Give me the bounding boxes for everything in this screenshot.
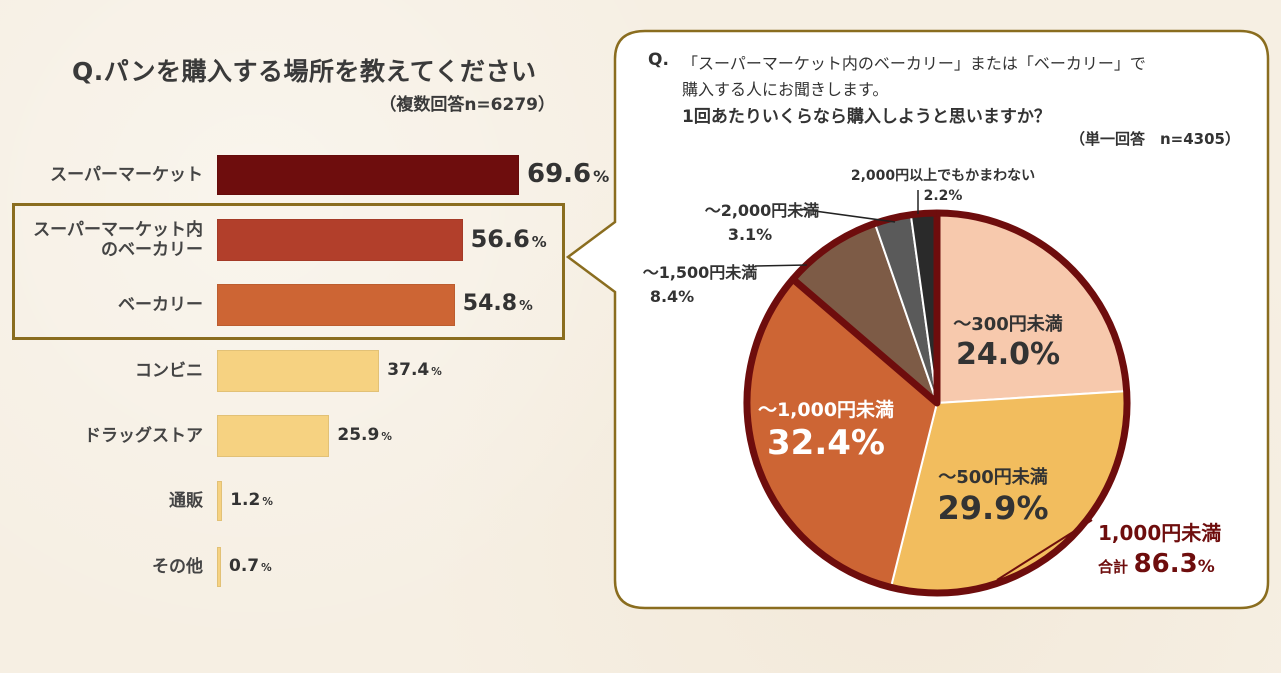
bar-0 [217, 155, 519, 195]
bar-value-0: 69.6% [527, 159, 609, 189]
pie-label-0: 〜300円未満 [953, 313, 1063, 335]
bar-label-6: その他 [152, 557, 203, 577]
pie-label-5: 2,000円以上でもかまわない [851, 168, 1035, 184]
pie-slice-4 [873, 213, 938, 404]
bar-value-5: 1.2% [230, 490, 273, 510]
bar-label-4: ドラッグストア [84, 426, 203, 446]
bar-label-line: スーパーマーケット内 [33, 220, 203, 240]
bar-3 [217, 350, 380, 392]
total-prefix: 合計 [1098, 558, 1129, 576]
pie-value-2: 32.4% [767, 423, 885, 463]
bar-value-3: 37.4% [387, 360, 442, 380]
bar-label-5: 通販 [169, 491, 203, 511]
pie-leader-4 [799, 208, 896, 223]
bar-6 [217, 547, 221, 587]
bar-value-number: 37.4 [387, 360, 430, 381]
bar-1 [217, 219, 463, 261]
question-line1: 「スーパーマーケット内のベーカリー」または「ベーカリー」で [682, 54, 1146, 73]
bar-value-2: 54.8% [463, 291, 533, 316]
total-value: 86.3 [1133, 549, 1198, 579]
pie-value-5: 2.2% [924, 188, 963, 204]
bar-5 [217, 481, 223, 521]
bar-value-percent: % [519, 298, 533, 315]
bar-label-line: のベーカリー [101, 240, 203, 260]
bar-value-percent: % [262, 496, 273, 509]
bakery-highlight-box [12, 203, 565, 340]
bar-label-line: ドラッグストア [84, 426, 203, 446]
bar-value-percent: % [261, 562, 272, 575]
total-line: 合計 86.3% [1098, 549, 1215, 579]
bar-label-1: スーパーマーケット内 のベーカリー [33, 220, 203, 260]
pie-value-1: 29.9% [937, 489, 1048, 527]
pie-slice-2 [746, 277, 939, 589]
bar-value-number: 56.6 [470, 225, 530, 254]
pie-value-4: 3.1% [728, 225, 772, 244]
bar-4 [217, 415, 330, 457]
bar-value-4: 25.9% [337, 425, 392, 445]
pie-label-2: 〜1,000円未満 [758, 398, 894, 421]
total-sign: % [1197, 557, 1215, 577]
bar-label-0: スーパーマーケット [50, 165, 203, 185]
pie-slice-0 [936, 211, 1128, 405]
pie-label-1: 〜500円未満 [938, 466, 1048, 488]
question-prefix: Q. [648, 50, 669, 70]
bar-value-1: 56.6% [471, 225, 547, 253]
bar-label-3: コンビニ [135, 361, 203, 381]
total-leader-line [996, 519, 1093, 581]
bar-value-number: 54.8 [462, 291, 518, 317]
bar-label-2: ベーカリー [118, 295, 203, 315]
pie-slice-3 [791, 222, 940, 407]
bar-value-6: 0.7% [229, 556, 272, 576]
bar-label-line: コンビニ [135, 361, 203, 381]
bar-label-line: 通販 [169, 491, 203, 511]
left-chart-title: Q.パンを購入する場所を教えてください [72, 57, 537, 86]
bar-label-line: スーパーマーケット [50, 165, 203, 185]
pie-label-4: 〜2,000円未満 [705, 201, 820, 220]
pie-label-3: 〜1,500円未満 [643, 263, 758, 282]
question-line2: 購入する人にお聞きします。 [682, 80, 889, 99]
total-label: 1,000円未満 [1098, 521, 1222, 545]
pie-value-3: 8.4% [650, 287, 694, 306]
bar-value-percent: % [531, 233, 547, 252]
bar-label-line: その他 [152, 557, 203, 577]
bar-value-percent: % [431, 366, 442, 379]
bar-value-number: 25.9 [337, 425, 380, 446]
bar-2 [217, 284, 455, 326]
bar-value-number: 0.7 [229, 556, 260, 577]
pie-value-0: 24.0% [956, 337, 1060, 372]
bar-value-number: 69.6 [527, 158, 592, 189]
sample-note: （単一回答 n=4305） [1070, 130, 1240, 148]
bar-label-line: ベーカリー [118, 295, 203, 315]
bar-value-number: 1.2 [230, 490, 261, 511]
pie-slice-5 [909, 211, 938, 404]
pie-slice-1 [889, 390, 1129, 594]
question-line3: 1回あたりいくらなら購入しようと思いますか？ [682, 107, 1051, 127]
pie-leader-3 [754, 264, 808, 267]
left-chart-subtitle: （複数回答n=6279） [379, 95, 555, 115]
pie-outer-ring [790, 209, 937, 282]
bar-value-percent: % [381, 431, 392, 444]
bar-value-percent: % [593, 166, 610, 186]
pie-group-outline [743, 209, 1131, 597]
